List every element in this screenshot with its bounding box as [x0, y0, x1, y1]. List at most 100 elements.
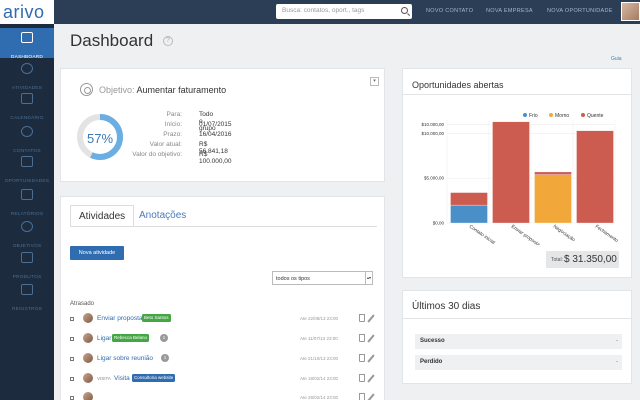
- chart-icon: [21, 189, 33, 200]
- stat-row-sucesso: Sucesso -: [415, 334, 622, 349]
- avatar: [83, 392, 93, 400]
- last-30-days-title: Últimos 30 dias: [412, 301, 481, 312]
- stat-row-perdido: Perdido -: [415, 355, 622, 370]
- log-icon: [21, 284, 33, 295]
- search-placeholder: Busca: contatos, oport., tags: [282, 7, 365, 14]
- x-tick-label: Negociação: [552, 224, 576, 244]
- contact-tag[interactable]: Beto Santos: [142, 314, 171, 322]
- check-icon: [21, 63, 33, 74]
- trash-icon[interactable]: [359, 314, 365, 322]
- activities-panel: Atividades Anotações Nova atividade todo…: [60, 196, 385, 400]
- goal-dropdown-icon[interactable]: ▾: [370, 77, 379, 86]
- money-icon: [21, 156, 33, 167]
- avatar: [83, 333, 93, 343]
- activity-checkbox[interactable]: [70, 396, 74, 400]
- user-avatar[interactable]: [621, 2, 640, 21]
- last-30-days-panel: Últimos 30 dias Sucesso - Perdido -: [402, 290, 632, 384]
- y-tick-label: $10.000,00: [421, 122, 444, 127]
- bar-segment: [534, 171, 572, 175]
- new-opportunity-link[interactable]: NOVA OPORTUNIDADE: [547, 8, 613, 14]
- legend-label: Frio: [529, 113, 538, 119]
- legend-marker: [523, 113, 527, 117]
- new-contact-link[interactable]: NOVO CONTATO: [426, 8, 474, 14]
- contact-tag[interactable]: Rebecca Belano: [112, 334, 150, 342]
- brand-logo[interactable]: arivo: [0, 0, 54, 24]
- edit-icon[interactable]: [367, 374, 375, 383]
- trash-icon[interactable]: [359, 354, 365, 362]
- sidebar-item-label: CALENDÁRIO: [10, 116, 44, 121]
- activity-title[interactable]: Ligar sobre reunião: [97, 355, 154, 362]
- sidebar-item-atividades[interactable]: ATIVIDADES: [0, 59, 54, 91]
- activity-date: Ate 21/10/13 23:00: [300, 356, 339, 361]
- goal-label: Objetivo:: [99, 85, 135, 95]
- bar-segment: [450, 204, 488, 224]
- activity-checkbox[interactable]: [70, 337, 74, 341]
- search-icon[interactable]: [401, 7, 408, 14]
- total-value: $ 31.350,00: [564, 254, 617, 265]
- tab-anotacoes[interactable]: Anotações: [139, 210, 187, 221]
- goal-panel: Objetivo: Aumentar faturamento ▾ 57% Par…: [60, 68, 385, 182]
- help-icon[interactable]: ?: [163, 36, 173, 46]
- avatar: [83, 353, 93, 363]
- sidebar-item-label: DASHBOARD: [10, 55, 44, 60]
- guide-link[interactable]: Guia: [611, 56, 622, 62]
- trash-icon[interactable]: [359, 393, 365, 400]
- goal-progress-donut: [77, 114, 123, 160]
- avatar: [83, 313, 93, 323]
- section-label: Atrasado: [70, 301, 95, 307]
- edit-icon[interactable]: [367, 334, 375, 343]
- target-icon: [80, 83, 93, 96]
- sidebar-item-relatorios[interactable]: RELATÓRIOS: [0, 185, 54, 217]
- opportunities-title: Oportunidades abertas: [412, 80, 504, 90]
- edit-icon[interactable]: [367, 314, 375, 323]
- sidebar-item-objetivos[interactable]: OBJETIVOS: [0, 217, 54, 249]
- activity-title[interactable]: Visita: [114, 375, 130, 382]
- target-icon: [21, 221, 33, 232]
- sidebar-item-label: ATIVIDADES: [11, 86, 43, 91]
- goal-percent: 57%: [86, 131, 114, 146]
- activity-title[interactable]: Ligar: [97, 335, 112, 342]
- activity-row: VISITA Visita Consultoria website Ate 18…: [70, 372, 380, 387]
- sidebar-item-label: PRODUTOS: [12, 275, 42, 280]
- trash-icon[interactable]: [359, 334, 365, 342]
- comment-count: 1: [160, 334, 168, 342]
- search-input[interactable]: Busca: contatos, oport., tags: [276, 4, 412, 19]
- activity-row: Ligar Rebecca Belano 1 Ate 11/07/13 23:0…: [70, 332, 380, 347]
- y-tick-label: $5.000,00: [424, 176, 445, 181]
- calendar-icon: [21, 93, 33, 104]
- activity-checkbox[interactable]: [70, 377, 74, 381]
- sidebar-item-calendario[interactable]: CALENDÁRIO: [0, 89, 54, 121]
- activity-type-select[interactable]: todos os tipos ▴▾: [272, 271, 373, 285]
- x-tick-label: Enviar proposta: [510, 224, 541, 245]
- opportunities-panel: Oportunidades abertas Frio Morno Quente $0,…: [402, 68, 632, 278]
- goal-title: Objetivo: Aumentar faturamento: [99, 85, 226, 95]
- new-company-link[interactable]: NOVA EMPRESA: [486, 8, 533, 14]
- activity-title[interactable]: Enviar proposta: [97, 315, 143, 322]
- edit-icon[interactable]: [367, 393, 375, 400]
- activity-date: Ate 22/08/13 23:00: [300, 316, 339, 321]
- x-tick-label: Contato inicial: [468, 224, 496, 245]
- legend-label: Morno: [555, 113, 569, 119]
- sidebar-item-oportunidades[interactable]: OPORTUNIDADES: [0, 152, 54, 184]
- opportunity-tag[interactable]: Consultoria website: [132, 374, 176, 382]
- activity-checkbox[interactable]: [70, 357, 74, 361]
- top-bar: arivo Busca: contatos, oport., tags NOVO…: [0, 0, 640, 24]
- sidebar-item-label: RELATÓRIOS: [10, 212, 44, 217]
- edit-icon[interactable]: [367, 354, 375, 363]
- trash-icon[interactable]: [359, 374, 365, 382]
- activity-type-label: VISITA: [97, 376, 111, 381]
- sidebar-item-dashboard[interactable]: DASHBOARD: [0, 28, 54, 60]
- activity-checkbox[interactable]: [70, 317, 74, 321]
- sidebar-item-registros[interactable]: REGISTROS: [0, 280, 54, 312]
- opportunities-chart: Frio Morno Quente $0,00 $5.000,00 $10.000,00 $…: [421, 113, 620, 245]
- tab-atividades[interactable]: Atividades: [70, 205, 135, 227]
- sidebar-item-produtos[interactable]: PRODUTOS: [0, 248, 54, 280]
- home-icon: [21, 32, 33, 43]
- bar-segment: [534, 174, 572, 224]
- x-tick-label: Fechamento: [594, 224, 620, 244]
- sidebar: DASHBOARD ATIVIDADES CALENDÁRIO CONTATOS…: [0, 24, 54, 400]
- bar-segment: [450, 192, 488, 206]
- sidebar-item-contatos[interactable]: CONTATOS: [0, 122, 54, 154]
- new-activity-button[interactable]: Nova atividade: [70, 246, 124, 260]
- panel-divider: [403, 318, 632, 319]
